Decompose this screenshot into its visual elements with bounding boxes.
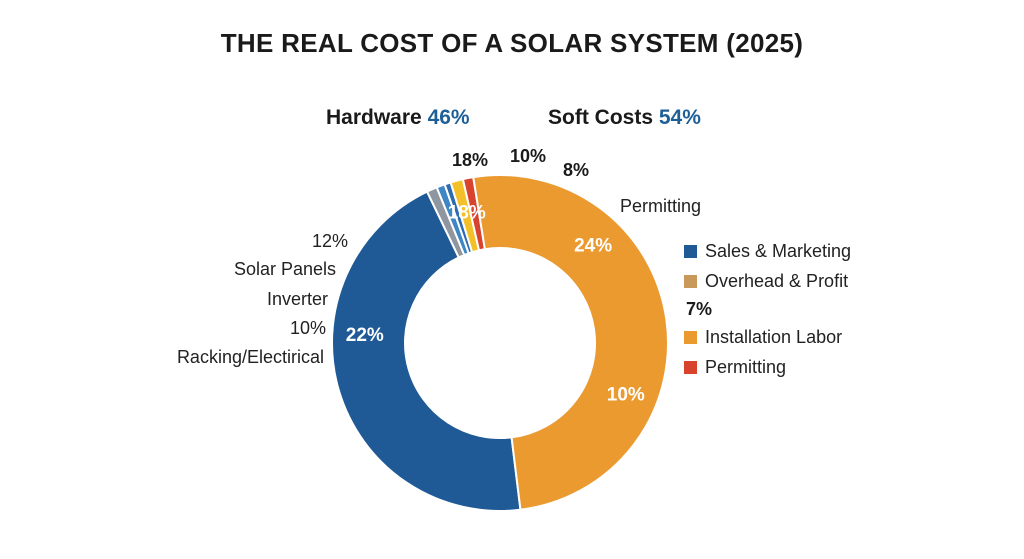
legend-item-installation-labor: Installation Labor <box>684 322 851 352</box>
top-pct-label-2: 10% <box>510 146 547 166</box>
legend-note: 7% <box>686 298 713 319</box>
permitting-annotation: Permitting <box>620 196 702 216</box>
side-label-2: Solar Panels <box>233 259 336 279</box>
slice-label-1: 10% <box>607 384 645 405</box>
donut-slice-1 <box>331 190 522 512</box>
group-name-soft-costs: Soft Costs <box>548 106 653 129</box>
legend-swatch <box>684 274 697 288</box>
legend-item-overhead-profit: Overhead & Profit <box>684 266 851 296</box>
group-pct-soft-costs: 54% <box>658 106 701 129</box>
legend-swatch <box>684 360 697 374</box>
donut-slice-7 <box>472 174 669 511</box>
side-label-3: Inverter <box>266 289 328 309</box>
top-pct-label-1: 18% <box>452 150 489 170</box>
legend-label: Installation Labor <box>705 326 843 347</box>
top-pct-label-3: 8% <box>563 160 590 180</box>
slice-label-3: 18% <box>448 203 486 224</box>
chart-title: THE REAL COST OF A SOLAR SYSTEM (2025) <box>220 28 804 58</box>
side-label-5: Racking/Electirical <box>176 347 324 367</box>
legend: Sales & Marketing Overhead & Profit 7% I… <box>684 236 851 382</box>
side-label-4: 10% <box>289 318 326 338</box>
side-label-1: 12% <box>311 231 348 251</box>
legend-label: Permitting <box>705 356 787 377</box>
legend-item-sales-marketing: Sales & Marketing <box>684 236 851 266</box>
group-label-hardware: Hardware 46% <box>326 106 470 130</box>
legend-swatch <box>684 330 697 344</box>
legend-item-permitting: Permitting <box>684 352 851 382</box>
legend-swatch <box>684 244 697 258</box>
legend-label: Sales & Marketing <box>705 240 852 261</box>
group-name-hardware: Hardware <box>326 106 422 129</box>
legend-label: Overhead & Profit <box>705 270 849 291</box>
slice-label-2: 24% <box>574 236 612 257</box>
slice-label-4: 22% <box>346 325 384 346</box>
group-pct-hardware: 46% <box>427 106 470 129</box>
group-label-soft-costs: Soft Costs 54% <box>548 106 701 130</box>
